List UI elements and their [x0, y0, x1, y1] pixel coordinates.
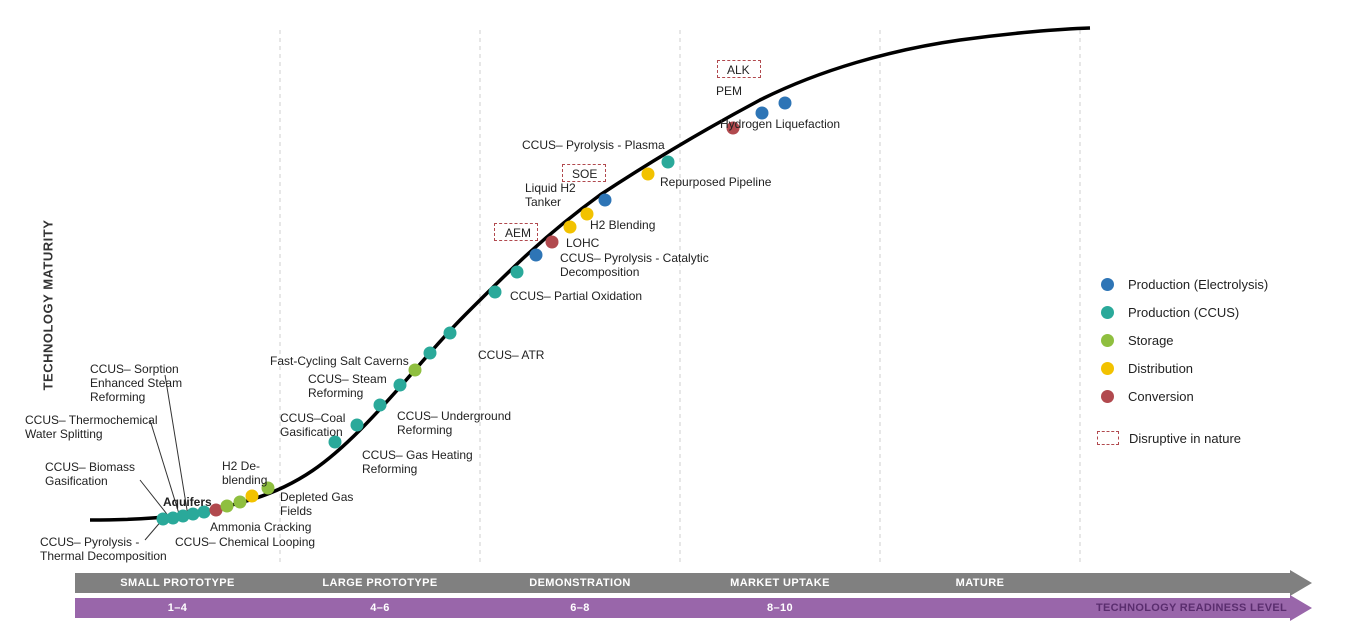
point-label: CCUS– Thermochemical Water Splitting: [25, 414, 158, 442]
trl-label: 8–10: [680, 598, 880, 618]
legend-swatch: [1101, 306, 1114, 319]
legend-item: Disruptive in nature: [1095, 424, 1335, 452]
legend-item: Production (Electrolysis): [1095, 270, 1335, 298]
point-label: CCUS– Pyrolysis - Catalytic Decompositio…: [560, 252, 709, 280]
point-label: CCUS– Pyrolysis - Thermal Decomposition: [40, 536, 167, 564]
point-label: CCUS– Partial Oxidation: [510, 290, 642, 304]
legend-label: Disruptive in nature: [1129, 431, 1241, 446]
data-point: [511, 266, 524, 279]
stage-label: MATURE: [880, 573, 1080, 593]
point-label: CCUS–Coal Gasification: [280, 412, 345, 440]
legend-swatch: [1101, 390, 1114, 403]
data-point: [394, 379, 407, 392]
stage-label: SMALL PROTOTYPE: [75, 573, 280, 593]
trl-label: 1–4: [75, 598, 280, 618]
data-point: [234, 496, 247, 509]
legend-item: Production (CCUS): [1095, 298, 1335, 326]
data-point: [642, 168, 655, 181]
data-point: [444, 327, 457, 340]
data-point: [351, 419, 364, 432]
disruptive-marker: [562, 164, 606, 182]
legend-swatch: [1101, 334, 1114, 347]
point-label: Repurposed Pipeline: [660, 176, 771, 190]
stage-label: DEMONSTRATION: [480, 573, 680, 593]
point-label: Ammonia Cracking: [210, 521, 311, 535]
data-point: [779, 97, 792, 110]
stage-axis: SMALL PROTOTYPELARGE PROTOTYPEDEMONSTRAT…: [75, 573, 1315, 593]
legend-label: Production (Electrolysis): [1128, 277, 1268, 292]
point-label: CCUS– Chemical Looping: [175, 536, 315, 550]
legend-swatch: [1101, 362, 1114, 375]
stage-label: LARGE PROTOTYPE: [280, 573, 480, 593]
point-label: Depleted Gas Fields: [280, 491, 353, 519]
disruptive-marker: [717, 60, 761, 78]
point-label: CCUS– Biomass Gasification: [45, 461, 135, 489]
disruptive-marker: [494, 223, 538, 241]
point-label: H2 De- blending: [222, 460, 267, 488]
legend-label: Production (CCUS): [1128, 305, 1239, 320]
point-label: CCUS– Underground Reforming: [397, 410, 511, 438]
stage-label: MARKET UPTAKE: [680, 573, 880, 593]
data-point: [662, 156, 675, 169]
data-point: [564, 221, 577, 234]
legend-item: Distribution: [1095, 354, 1335, 382]
point-label: Aquifers: [163, 496, 212, 510]
trl-label: 6–8: [480, 598, 680, 618]
point-label: CCUS– Gas Heating Reforming: [362, 449, 473, 477]
point-label: CCUS– Sorption Enhanced Steam Reforming: [90, 363, 182, 404]
legend: Production (Electrolysis) Production (CCU…: [1095, 270, 1335, 452]
point-label: CCUS– Steam Reforming: [308, 373, 387, 401]
data-point: [530, 249, 543, 262]
legend-label: Storage: [1128, 333, 1174, 348]
trl-axis: 1–44–66–88–10 TECHNOLOGY READINESS LEVEL: [75, 598, 1315, 618]
data-point: [409, 364, 422, 377]
legend-label: Distribution: [1128, 361, 1193, 376]
legend-item: Storage: [1095, 326, 1335, 354]
data-point: [424, 347, 437, 360]
legend-swatch: [1101, 278, 1114, 291]
point-label: LOHC: [566, 237, 599, 251]
legend-item: Conversion: [1095, 382, 1335, 410]
point-label: Liquid H2 Tanker: [525, 182, 576, 210]
point-label: Hydrogen Liquefaction: [720, 118, 840, 132]
trl-caption: TECHNOLOGY READINESS LEVEL: [1096, 598, 1287, 618]
trl-label: 4–6: [280, 598, 480, 618]
point-label: H2 Blending: [590, 219, 655, 233]
data-point: [246, 490, 259, 503]
data-point: [489, 286, 502, 299]
point-label: Fast-Cycling Salt Caverns: [270, 355, 409, 369]
legend-swatch: [1097, 431, 1119, 445]
point-label: CCUS– ATR: [478, 349, 544, 363]
data-point: [599, 194, 612, 207]
legend-label: Conversion: [1128, 389, 1194, 404]
point-label: PEM: [716, 85, 742, 99]
data-point: [546, 236, 559, 249]
data-point: [221, 500, 234, 513]
point-label: CCUS– Pyrolysis - Plasma: [522, 139, 665, 153]
